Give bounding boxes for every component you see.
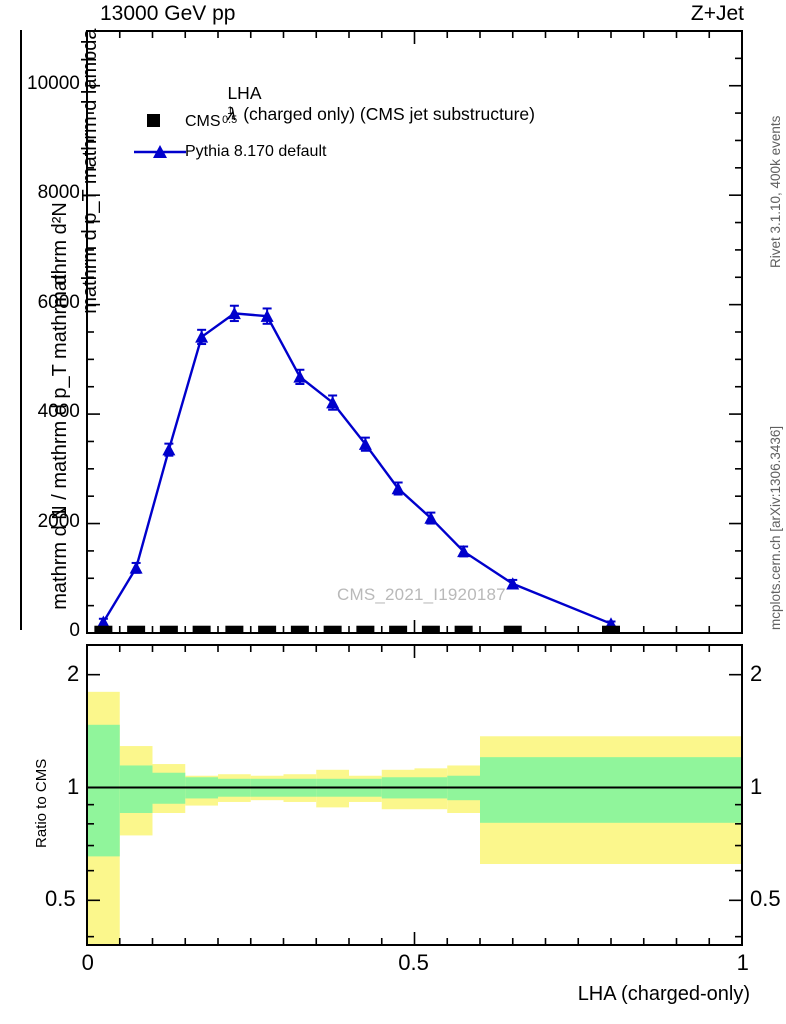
x-tick-label: 0 (81, 950, 94, 975)
main-y-tick-label: 10000 (27, 72, 80, 94)
plot-title-lambda-sub: 0.5 (222, 114, 238, 127)
legend-glyphs (134, 114, 186, 158)
y-axis-title-d2n: mathrm d²N (26, 202, 95, 330)
mc-data-markers (96, 306, 618, 630)
ratio-y-tick-label-right: 0.5 (750, 886, 781, 912)
legend-item-pythia-label: Pythia 8.170 default (185, 143, 327, 160)
ratio-panel-ticks (86, 645, 743, 945)
main-y-tick-label: 6000 (37, 291, 80, 313)
cms-data-markers (94, 625, 620, 634)
plot-title-rest: (charged only) (CMS jet substructure) (243, 104, 535, 124)
x-tick-label: 1 (736, 950, 749, 975)
plot-title-lambda: λ (227, 104, 237, 124)
y-axis-title-d2n-text: mathrm d²N (49, 202, 71, 308)
ratio-axis-title: Ratio to CMS (33, 758, 50, 848)
ratio-y-tick-label-left: 2 (67, 660, 80, 686)
y-axis-title-one-text: 1 (49, 506, 71, 518)
rivet-version-note: Rivet 3.1.10, 400k events (768, 115, 783, 268)
process-label: Z+Jet (690, 2, 744, 25)
mc-curve-line (102, 312, 612, 625)
x-tick-label: 0.5 (398, 950, 429, 975)
y-axis-title-fraction-bar (20, 30, 22, 630)
plot-title-lambda-sup: 1 (227, 105, 234, 118)
legend-pythia-triangle-icon (153, 145, 167, 158)
y-axis-title-numerator-one: 1 (26, 507, 95, 540)
main-y-tick-label: 4000 (37, 401, 80, 423)
x-axis-title: LHA (charged-only) (577, 983, 750, 1005)
legend-cms-square-icon (147, 114, 160, 127)
main-y-tick-label: 0 (69, 620, 80, 641)
beam-info-label: 13000 GeV pp (100, 2, 236, 25)
main-y-tick-label: 2000 (37, 510, 80, 532)
ratio-y-tick-label-right: 2 (750, 660, 763, 686)
main-y-tick-label: 8000 (37, 182, 80, 204)
plot-title-main: LHA (227, 83, 262, 103)
analysis-id-watermark: CMS_2021_I1920187 (337, 585, 506, 604)
ratio-y-tick-label-left: 1 (67, 773, 80, 799)
ratio-y-tick-label-right: 1 (750, 773, 763, 799)
main-panel-frame (86, 30, 743, 634)
mcplots-reference-note: mcplots.cern.ch [arXiv:1306.3436] (768, 425, 783, 630)
plot-title: LHA λ10.5 (charged only) (CMS jet substru… (208, 62, 549, 147)
ratio-y-tick-label-left: 0.5 (45, 886, 76, 912)
legend-item-cms-label: CMS (185, 113, 221, 130)
